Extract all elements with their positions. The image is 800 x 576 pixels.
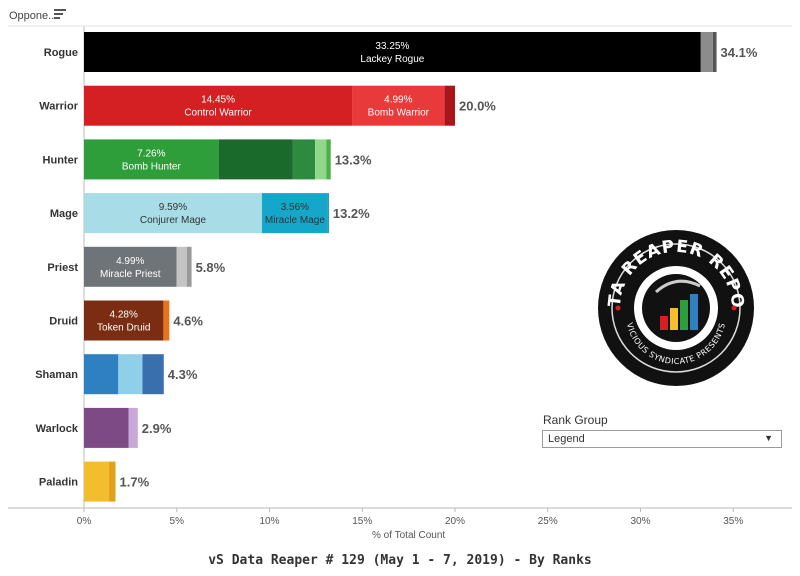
bar-segment xyxy=(109,461,116,502)
segment-name-label: Token Druid xyxy=(97,323,150,334)
bar-total-label: 13.2% xyxy=(333,206,370,221)
segment-pct-label: 3.56% xyxy=(281,202,309,213)
bar-total-label: 5.8% xyxy=(196,260,226,275)
bar-segment xyxy=(326,139,331,180)
segment-pct-label: 4.99% xyxy=(384,95,412,106)
rank-group-select[interactable]: Legend ▼ xyxy=(542,430,782,448)
bar-segment xyxy=(186,246,192,287)
opponent-column-header[interactable]: Oppone.. xyxy=(9,10,55,22)
bar-segment xyxy=(128,407,138,448)
class-label-warlock: Warlock xyxy=(36,423,79,435)
x-tick-label: 10% xyxy=(259,516,279,527)
segment-pct-label: 14.45% xyxy=(201,95,235,106)
bar-segment xyxy=(84,300,164,341)
rank-group-selected-value: Legend xyxy=(548,433,585,445)
bar-total-label: 1.7% xyxy=(120,475,150,490)
segment-pct-label: 4.28% xyxy=(110,310,138,321)
bar-segment xyxy=(261,193,328,234)
bar-segment xyxy=(84,193,262,234)
x-tick-label: 0% xyxy=(77,516,92,527)
segment-name-label: Miracle Priest xyxy=(100,269,161,280)
bar-total-label: 4.6% xyxy=(173,314,203,329)
class-label-warrior: Warrior xyxy=(39,101,78,113)
x-axis-label: % of Total Count xyxy=(372,530,445,541)
bar-segment xyxy=(84,32,701,72)
segment-pct-label: 4.99% xyxy=(116,256,144,267)
bar-segment xyxy=(700,32,713,72)
rank-group-label: Rank Group xyxy=(543,413,608,427)
class-label-priest: Priest xyxy=(47,262,78,274)
bar-segment xyxy=(315,139,327,180)
class-label-shaman: Shaman xyxy=(35,369,78,381)
bar-segment xyxy=(84,461,110,502)
bar-segment xyxy=(292,139,316,180)
bar-total-label: 20.0% xyxy=(459,99,496,114)
bar-total-label: 2.9% xyxy=(142,421,172,436)
bar-segment xyxy=(142,354,164,395)
bar-segment xyxy=(444,85,455,126)
bar-segment xyxy=(84,139,219,180)
bar-segment xyxy=(712,32,717,72)
segment-name-label: Conjurer Mage xyxy=(140,215,207,226)
chevron-down-icon: ▼ xyxy=(764,433,773,443)
bar-segment xyxy=(118,354,143,395)
class-label-mage: Mage xyxy=(50,208,78,220)
x-tick-label: 30% xyxy=(630,516,650,527)
bar-total-label: 13.3% xyxy=(335,152,372,167)
segment-name-label: Miracle Mage xyxy=(265,215,325,226)
segment-pct-label: 33.25% xyxy=(375,41,409,52)
segment-name-label: Bomb Warrior xyxy=(368,108,430,119)
class-label-rogue: Rogue xyxy=(44,47,78,59)
data-reaper-logo: DATA REAPER REPORT VICIOUS SYNDICATE PRE… xyxy=(596,228,754,386)
x-tick-label: 25% xyxy=(538,516,558,527)
bar-segment xyxy=(84,246,177,287)
bar-segment xyxy=(176,246,187,287)
x-tick-label: 35% xyxy=(723,516,743,527)
bar-segment xyxy=(163,300,170,341)
bar-segment xyxy=(218,139,293,180)
segment-name-label: Lackey Rogue xyxy=(360,54,424,65)
bar-segment xyxy=(84,354,119,395)
bar-total-label: 4.3% xyxy=(168,367,198,382)
x-tick-label: 15% xyxy=(352,516,372,527)
bar-total-label: 34.1% xyxy=(721,45,758,60)
report-title: vS Data Reaper # 129 (May 1 - 7, 2019) -… xyxy=(208,553,592,568)
sort-icon[interactable] xyxy=(54,9,66,21)
reaper-chart-icon xyxy=(654,279,701,330)
class-label-hunter: Hunter xyxy=(43,154,79,166)
bar-segment xyxy=(352,85,445,126)
segment-pct-label: 7.26% xyxy=(137,148,165,159)
segment-name-label: Bomb Hunter xyxy=(122,161,182,172)
bar-segment xyxy=(84,85,353,126)
x-tick-label: 5% xyxy=(170,516,185,527)
segment-name-label: Control Warrior xyxy=(184,108,252,119)
x-tick-label: 20% xyxy=(445,516,465,527)
bar-segment xyxy=(84,407,129,448)
bar-segment xyxy=(327,193,329,234)
class-label-paladin: Paladin xyxy=(39,477,78,489)
class-label-druid: Druid xyxy=(49,316,78,328)
segment-pct-label: 9.59% xyxy=(159,202,187,213)
